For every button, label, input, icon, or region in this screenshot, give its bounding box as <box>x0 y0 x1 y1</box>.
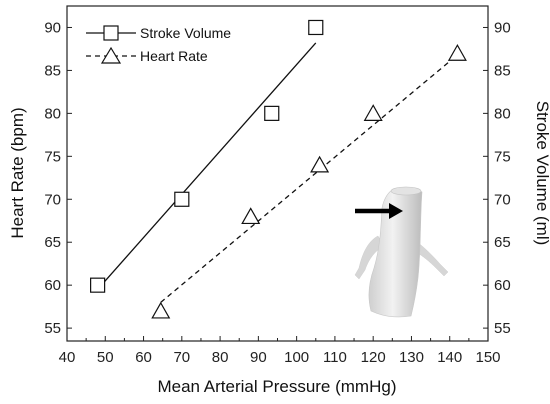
y-tick-label-left: 55 <box>44 320 61 337</box>
y-tick-label-right: 85 <box>494 62 511 79</box>
y-tick-label-left: 75 <box>44 148 61 165</box>
vessel-right-branch <box>415 241 449 277</box>
point-stroke-volume <box>90 277 106 293</box>
y-tick-label-right: 80 <box>494 105 511 122</box>
x-tick-label: 90 <box>250 349 267 366</box>
x-tick-label: 80 <box>212 349 229 366</box>
legend-label-stroke-volume: Stroke Volume <box>140 25 231 41</box>
x-tick-label: 50 <box>97 349 114 366</box>
y-ticks-right: 55 60 65 70 75 80 85 90 <box>483 19 511 337</box>
y-tick-label-right: 90 <box>494 19 511 36</box>
y-tick-label-left: 60 <box>44 277 61 294</box>
vessel-top-opening <box>390 186 422 196</box>
y-tick-label-right: 55 <box>494 320 511 337</box>
arrow-icon <box>355 203 403 219</box>
y-ticks-left: 55 60 65 70 75 80 85 90 <box>44 19 72 337</box>
point-stroke-volume <box>264 105 280 121</box>
x-tick-label: 100 <box>284 349 309 366</box>
vessel-inset <box>354 186 449 318</box>
y-tick-label-right: 70 <box>494 191 511 208</box>
plot-frame <box>66 5 489 342</box>
x-tick-label: 140 <box>437 349 462 366</box>
y-tick-label-left: 65 <box>44 234 61 251</box>
y-tick-label-left: 90 <box>44 19 61 36</box>
x-tick-label: 120 <box>361 349 386 366</box>
series-layer <box>90 19 467 319</box>
y-tick-label-left: 80 <box>44 105 61 122</box>
x-tick-label: 70 <box>173 349 190 366</box>
y-tick-label-left: 70 <box>44 191 61 208</box>
y-axis-title-left: Heart Rate (bpm) <box>8 107 27 238</box>
x-ticks: 40 50 60 70 80 90 100 110 120 130 140 150 <box>59 336 501 366</box>
fit-line-stroke-volume <box>97 42 317 290</box>
legend-marker-heart-rate <box>100 46 122 64</box>
point-heart-rate <box>310 155 330 173</box>
y-axis-title-right: Stroke Volume (ml) <box>533 101 550 246</box>
point-heart-rate <box>151 301 171 319</box>
y-tick-label-right: 60 <box>494 277 511 294</box>
legend-marker-stroke-volume <box>103 25 119 41</box>
vessel-body <box>368 186 423 318</box>
y-tick-label-left: 85 <box>44 62 61 79</box>
x-tick-label: 110 <box>323 349 347 366</box>
point-stroke-volume <box>174 191 190 207</box>
y-tick-label-right: 75 <box>494 148 511 165</box>
x-tick-label: 150 <box>475 349 500 366</box>
point-heart-rate <box>241 207 261 225</box>
fit-line-heart-rate <box>160 54 458 303</box>
x-tick-label: 60 <box>135 349 152 366</box>
x-axis-title: Mean Arterial Pressure (mmHg) <box>157 377 396 396</box>
point-stroke-volume <box>308 19 324 36</box>
legend-label-heart-rate: Heart Rate <box>140 48 208 64</box>
y-tick-label-right: 65 <box>494 234 511 251</box>
x-tick-label: 40 <box>59 349 76 366</box>
point-heart-rate <box>363 104 383 121</box>
legend: Stroke Volume Heart Rate <box>86 25 231 64</box>
x-tick-label: 130 <box>399 349 424 366</box>
point-heart-rate <box>447 44 467 61</box>
